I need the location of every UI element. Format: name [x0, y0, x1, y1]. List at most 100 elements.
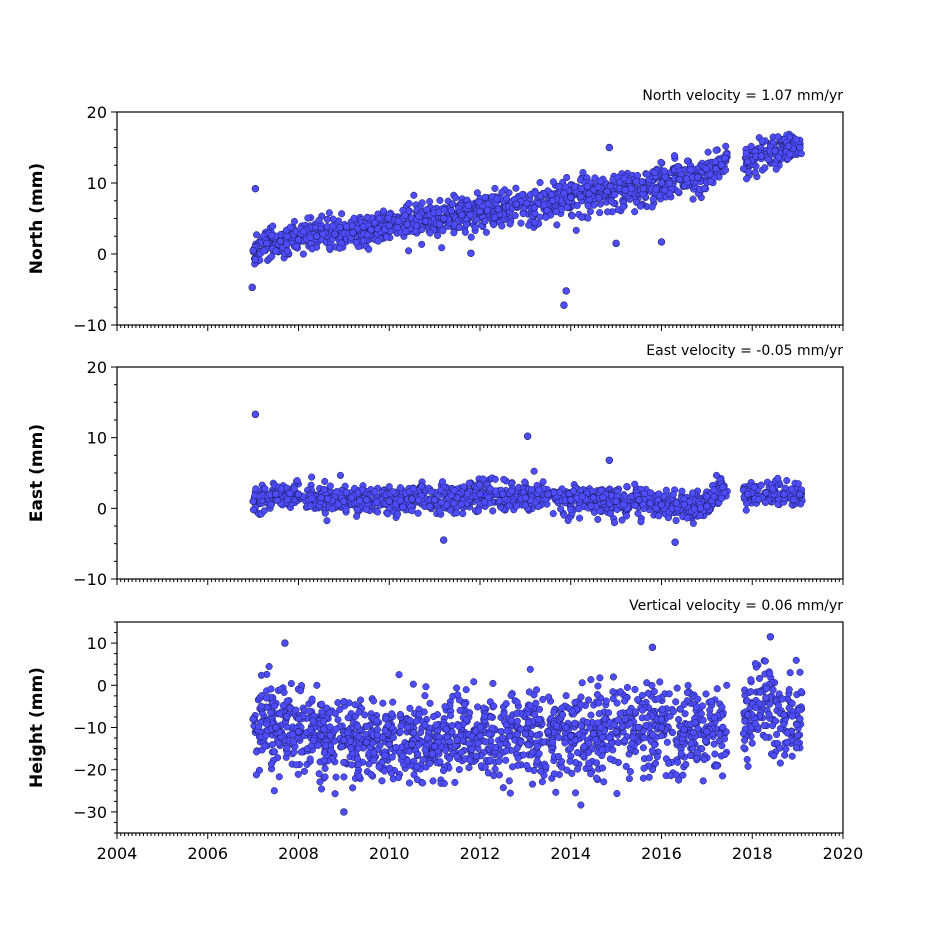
- north-cloud-point: [596, 177, 604, 185]
- north-cloud-point: [481, 217, 489, 225]
- height-cloud-point: [306, 755, 314, 763]
- north-cloud-point: [652, 185, 660, 193]
- north-cloud-point: [415, 212, 423, 220]
- height-cloud-point: [577, 722, 585, 730]
- north-cloud-point: [666, 190, 674, 198]
- height-cloud-point: [262, 694, 271, 702]
- height-cloud-point: [741, 717, 749, 725]
- east-cloud-point: [587, 502, 595, 510]
- height-cloud-point: [378, 777, 386, 785]
- north-cloud-point: [518, 191, 526, 199]
- height-cloud-point: [571, 719, 579, 727]
- height-cloud-point: [355, 708, 363, 716]
- height-cloud-point: [716, 730, 724, 738]
- east-cloud-point: [789, 495, 798, 504]
- height-cloud-point: [650, 741, 658, 749]
- north-cloud-point: [464, 201, 473, 210]
- height-cloud-point: [773, 730, 781, 739]
- north-cloud-point: [371, 219, 379, 227]
- height-cloud-point: [320, 725, 328, 733]
- east-data-point: [780, 490, 788, 498]
- height-cloud-point: [686, 751, 694, 760]
- east-cloud-point: [794, 480, 802, 488]
- height-points: [249, 633, 806, 816]
- height-cloud-point: [381, 727, 389, 735]
- height-cloud-point: [796, 668, 804, 676]
- height-cloud-point: [748, 739, 756, 747]
- height-cloud-point: [653, 753, 661, 761]
- height-cloud-point: [550, 708, 558, 716]
- height-cloud-point: [344, 714, 352, 722]
- height-cloud-point: [741, 736, 749, 744]
- north-cloud-point: [660, 167, 669, 175]
- height-cloud-point: [318, 708, 326, 716]
- north-cloud-point: [319, 230, 327, 238]
- height-cloud-point: [621, 697, 629, 705]
- east-cloud-point: [396, 496, 404, 505]
- height-cloud-point: [578, 679, 586, 687]
- height-cloud-point: [719, 772, 727, 780]
- height-cloud-point: [783, 738, 791, 746]
- height-cloud-point: [602, 697, 610, 705]
- height-cloud-point: [308, 695, 316, 703]
- north-data-point: [744, 158, 752, 166]
- height-cloud-point: [752, 704, 760, 712]
- height-cloud-point: [399, 752, 407, 760]
- height-cloud-point: [317, 785, 326, 793]
- height-cloud-point: [756, 688, 764, 696]
- north-cloud-point: [764, 155, 772, 163]
- height-cloud-point: [625, 708, 633, 716]
- east-cloud-point: [710, 493, 718, 501]
- height-cloud-point: [490, 702, 498, 710]
- north-cloud-point: [517, 219, 525, 227]
- height-data-point: [385, 740, 393, 749]
- height-cloud-point: [517, 738, 525, 746]
- east-y-tick-label: 0: [97, 499, 107, 518]
- height-cloud-point: [693, 749, 702, 757]
- east-cloud-point: [459, 510, 467, 518]
- height-cloud-point: [466, 756, 474, 764]
- east-data-point: [589, 494, 598, 502]
- north-cloud-point: [583, 182, 591, 190]
- height-cloud-point: [711, 750, 719, 758]
- north-cloud-point: [359, 237, 367, 245]
- height-cloud-point: [792, 744, 801, 752]
- height-cloud-point: [502, 756, 510, 764]
- north-cloud-point: [323, 215, 331, 223]
- north-cloud-point: [290, 217, 298, 225]
- east-cloud-point: [560, 511, 568, 519]
- height-cloud-point: [453, 684, 461, 692]
- height-cloud-point: [683, 689, 691, 697]
- north-cloud-point: [584, 214, 592, 222]
- height-cloud-point: [472, 727, 480, 735]
- east-cloud-point: [528, 486, 536, 494]
- east-cloud-point: [689, 519, 697, 527]
- height-cloud-point: [421, 721, 429, 729]
- height-cloud-point: [465, 764, 473, 772]
- height-cloud-point: [583, 718, 591, 726]
- height-cloud-point: [370, 756, 378, 765]
- east-cloud-point: [599, 493, 607, 502]
- east-data-point: [744, 490, 752, 498]
- north-data-point: [694, 173, 702, 182]
- height-cloud-point: [321, 773, 329, 781]
- height-cloud-point: [261, 742, 269, 750]
- north-cloud-point: [722, 166, 730, 174]
- height-cloud-point: [267, 708, 275, 717]
- height-cloud-point: [549, 738, 557, 746]
- east-cloud-point: [521, 478, 529, 486]
- north-data-point: [712, 165, 720, 173]
- north-cloud-point: [700, 184, 708, 192]
- height-cloud-point: [379, 699, 387, 707]
- height-cloud-point: [679, 771, 687, 779]
- height-cloud-point: [711, 714, 719, 722]
- height-cloud-point: [577, 701, 585, 709]
- north-cloud-point: [683, 175, 691, 183]
- height-cloud-point: [783, 729, 791, 737]
- north-cloud-point: [269, 222, 277, 230]
- height-cloud-point: [562, 692, 570, 700]
- east-cloud-point: [328, 505, 336, 513]
- north-cloud-point: [286, 223, 295, 231]
- north-data-point: [312, 232, 321, 240]
- north-cloud-point: [268, 231, 276, 240]
